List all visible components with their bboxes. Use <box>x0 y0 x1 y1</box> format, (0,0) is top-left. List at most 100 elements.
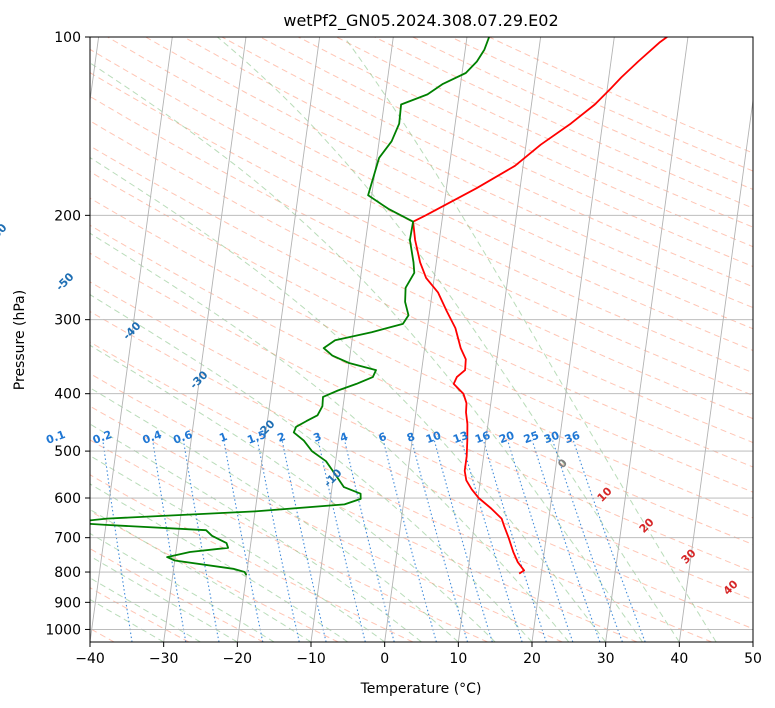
dry-adiabat <box>90 252 753 573</box>
mixing-ratio-label: 6 <box>377 430 389 445</box>
moist-adiabat <box>217 37 680 642</box>
x-tick-label: −40 <box>75 651 105 667</box>
x-tick-label: 30 <box>597 651 615 667</box>
dry-adiabat <box>90 145 753 468</box>
mixing-ratio-label: 25 <box>522 429 541 446</box>
x-tick-label: 50 <box>744 651 762 667</box>
mixing-ratio-label: 1 <box>217 430 229 445</box>
isotherm-line <box>531 37 615 642</box>
mixing-ratio-label: 30 <box>542 429 561 447</box>
mixing-ratio-label: 3 <box>312 430 324 445</box>
dry-adiabat <box>488 37 753 154</box>
y-tick-label: 800 <box>54 565 81 581</box>
dry-adiabat <box>90 474 414 642</box>
dry-adiabat <box>183 37 753 309</box>
mixing-ratio-label: 2 <box>276 430 288 445</box>
isotherm-line <box>457 37 542 642</box>
dewpoint-line <box>90 37 490 576</box>
dry-adiabat <box>412 37 753 190</box>
y-tick-label: 900 <box>54 595 81 611</box>
x-tick-label: 10 <box>449 651 467 667</box>
x-axis-title: Temperature (°C) <box>360 681 482 697</box>
theta-e-label: 20 <box>637 515 657 535</box>
dry-adiabat <box>90 72 753 396</box>
isotherm-label: -60 <box>0 221 10 244</box>
moist-adiabat <box>90 598 164 642</box>
isotherm-line <box>605 37 689 642</box>
y-tick-label: 1000 <box>45 622 81 638</box>
mixing-ratio-line <box>317 440 366 642</box>
moist-adiabat <box>343 37 717 642</box>
moist-adiabat <box>90 532 275 642</box>
moist-adiabat <box>90 483 349 642</box>
moist-adiabat <box>90 62 643 642</box>
isotherm-line <box>90 37 100 104</box>
y-tick-label: 500 <box>54 444 81 460</box>
y-tick-label: 400 <box>54 387 81 403</box>
isopleth-labels: -100-90-80-70-60-50-40-30-20-100.10.20.4… <box>0 221 741 598</box>
x-tick-label: −10 <box>296 651 326 667</box>
dry-adiabat <box>450 37 753 172</box>
dry-adiabat <box>298 37 753 248</box>
isotherm-line <box>310 37 394 642</box>
dry-adiabat <box>90 224 753 545</box>
mixing-ratio-line <box>433 440 493 642</box>
background-lines <box>90 37 753 642</box>
dry-adiabat <box>221 37 753 288</box>
isotherm-line <box>752 638 753 642</box>
theta-e-label: 30 <box>679 546 699 566</box>
theta-e-label: 10 <box>595 484 615 504</box>
mixing-ratio-label: 1.5 <box>245 428 268 447</box>
dry-adiabat <box>374 37 753 209</box>
moist-adiabat <box>90 555 238 642</box>
mixing-ratio-line <box>411 440 469 642</box>
mixing-ratio-label: 13 <box>451 429 470 446</box>
mixing-ratio-line <box>552 440 623 642</box>
plot-frame <box>89 36 754 643</box>
y-tick-label: 100 <box>54 30 81 46</box>
x-tick-label: 0 <box>380 651 389 667</box>
isotherm-label: -30 <box>187 368 210 391</box>
y-tick-label: 700 <box>54 531 81 547</box>
mixing-ratio-line <box>382 440 437 642</box>
isotherm-line <box>678 97 753 642</box>
isotherm-line <box>236 37 321 642</box>
y-tick-label: 300 <box>54 313 81 329</box>
dry-adiabat <box>90 48 753 374</box>
theta-e-label: 0 <box>555 456 570 471</box>
isotherm-line <box>163 37 247 642</box>
moist-adiabat <box>90 387 459 642</box>
mixing-ratio-label: 10 <box>424 429 443 447</box>
dry-adiabat <box>90 510 339 642</box>
mixing-ratio-label: 0.6 <box>171 428 194 447</box>
mixing-ratio-line <box>256 440 300 642</box>
dry-adiabat <box>90 311 753 630</box>
grid-lines <box>90 37 753 642</box>
mixing-ratio-line <box>344 440 395 642</box>
y-tick-label: 600 <box>54 491 81 507</box>
isotherm-line <box>90 37 173 642</box>
mixing-ratio-label: 8 <box>405 430 417 445</box>
mixing-ratio-label: 36 <box>563 429 582 447</box>
dry-adiabat <box>90 373 638 642</box>
chart-title: wetPf2_GN05.2024.308.07.29.E02 <box>283 11 558 31</box>
dry-adiabat <box>90 439 488 642</box>
dry-adiabat <box>90 171 753 493</box>
x-tick-label: −20 <box>223 651 253 667</box>
mixing-ratio-line <box>531 440 601 642</box>
isotherm-label: -50 <box>53 270 76 293</box>
isotherm-line <box>384 37 468 642</box>
dry-adiabat <box>90 405 563 642</box>
moist-adiabat <box>90 423 422 642</box>
y-tick-label: 200 <box>54 208 81 224</box>
mixing-ratio-line <box>461 440 523 642</box>
isotherm-label: -40 <box>120 319 143 342</box>
mixing-ratio-line <box>102 440 133 642</box>
y-axis-title: Pressure (hPa) <box>12 290 28 390</box>
moist-adiabat <box>90 577 201 642</box>
x-axis-ticks: −40 −30 −20 −10 0 10 20 30 40 50 <box>75 642 762 667</box>
mixing-ratio-line <box>223 440 264 642</box>
dry-adiabat <box>336 37 753 228</box>
mixing-ratio-line <box>182 440 220 642</box>
